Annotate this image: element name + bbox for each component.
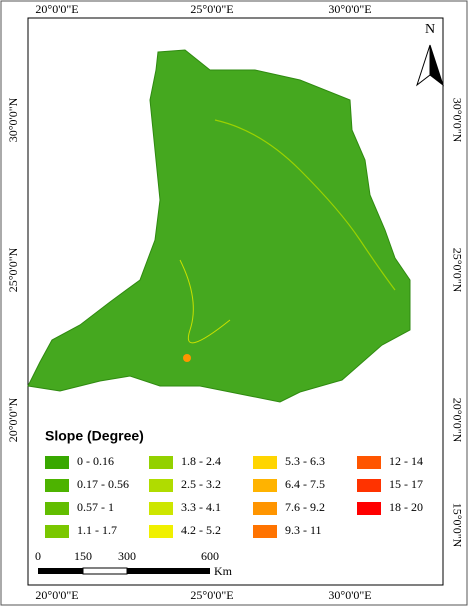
legend-swatch	[253, 479, 277, 492]
legend-label: 4.2 - 5.2	[181, 523, 221, 537]
latitude-label: 15°0'0"N	[450, 503, 464, 548]
legend-label: 18 - 20	[389, 500, 423, 514]
longitude-label: 30°0'0"E	[328, 588, 371, 602]
latitude-label: 20°0'0"N	[450, 398, 464, 443]
legend-label: 0.57 - 1	[77, 500, 114, 514]
legend-label: 7.6 - 9.2	[285, 500, 325, 514]
longitude-label: 20°0'0"E	[35, 588, 78, 602]
legend-swatch	[45, 525, 69, 538]
terrain-highlight	[214, 119, 396, 291]
longitude-label: 25°0'0"E	[190, 588, 233, 602]
legend-swatch	[149, 525, 173, 538]
legend-swatch	[45, 479, 69, 492]
legend-label: 12 - 14	[389, 454, 423, 468]
north-arrow: N	[416, 22, 444, 87]
terrain-highlight	[183, 354, 191, 362]
scale-label: 0	[35, 549, 41, 563]
legend-swatch	[357, 456, 381, 469]
latitude-label: 30°0'0"N	[450, 98, 464, 143]
legend-label: 0 - 0.16	[77, 454, 114, 468]
legend-title: Slope (Degree)	[45, 428, 144, 444]
legend-label: 6.4 - 7.5	[285, 477, 325, 491]
scale-label: 600	[201, 549, 219, 563]
legend-label: 2.5 - 3.2	[181, 477, 221, 491]
latitude-label: 25°0'0"N	[6, 247, 20, 292]
legend-swatch	[253, 502, 277, 515]
scale-bar	[38, 567, 210, 575]
legend-label: 3.3 - 4.1	[181, 500, 221, 514]
latitude-label: 20°0'0"N	[6, 397, 20, 442]
legend-swatch	[149, 502, 173, 515]
legend-label: 1.1 - 1.7	[77, 523, 117, 537]
north-label: N	[425, 22, 435, 37]
legend-label: 1.8 - 2.4	[181, 454, 221, 468]
legend-swatch	[357, 479, 381, 492]
legend-label: 0.17 - 0.56	[77, 477, 129, 491]
legend-swatch	[253, 525, 277, 538]
legend-label: 9.3 - 11	[285, 523, 322, 537]
legend-swatch	[253, 456, 277, 469]
legend-swatch	[45, 456, 69, 469]
legend-swatch	[149, 456, 173, 469]
terrain-highlight	[179, 259, 231, 344]
legend-swatch	[357, 502, 381, 515]
slope-region	[27, 49, 411, 403]
legend-label: 15 - 17	[389, 477, 423, 491]
legend-swatch	[45, 502, 69, 515]
latitude-label: 30°0'0"N	[6, 97, 20, 142]
scale-label: 150	[74, 549, 92, 563]
scale-label: 300	[118, 549, 136, 563]
longitude-label: 20°0'0"E	[35, 2, 78, 16]
legend-swatch	[149, 479, 173, 492]
scale-unit: Km	[214, 564, 233, 578]
longitude-label: 25°0'0"E	[190, 2, 233, 16]
legend-label: 5.3 - 6.3	[285, 454, 325, 468]
latitude-label: 25°0'0"N	[450, 248, 464, 293]
longitude-label: 30°0'0"E	[328, 2, 371, 16]
